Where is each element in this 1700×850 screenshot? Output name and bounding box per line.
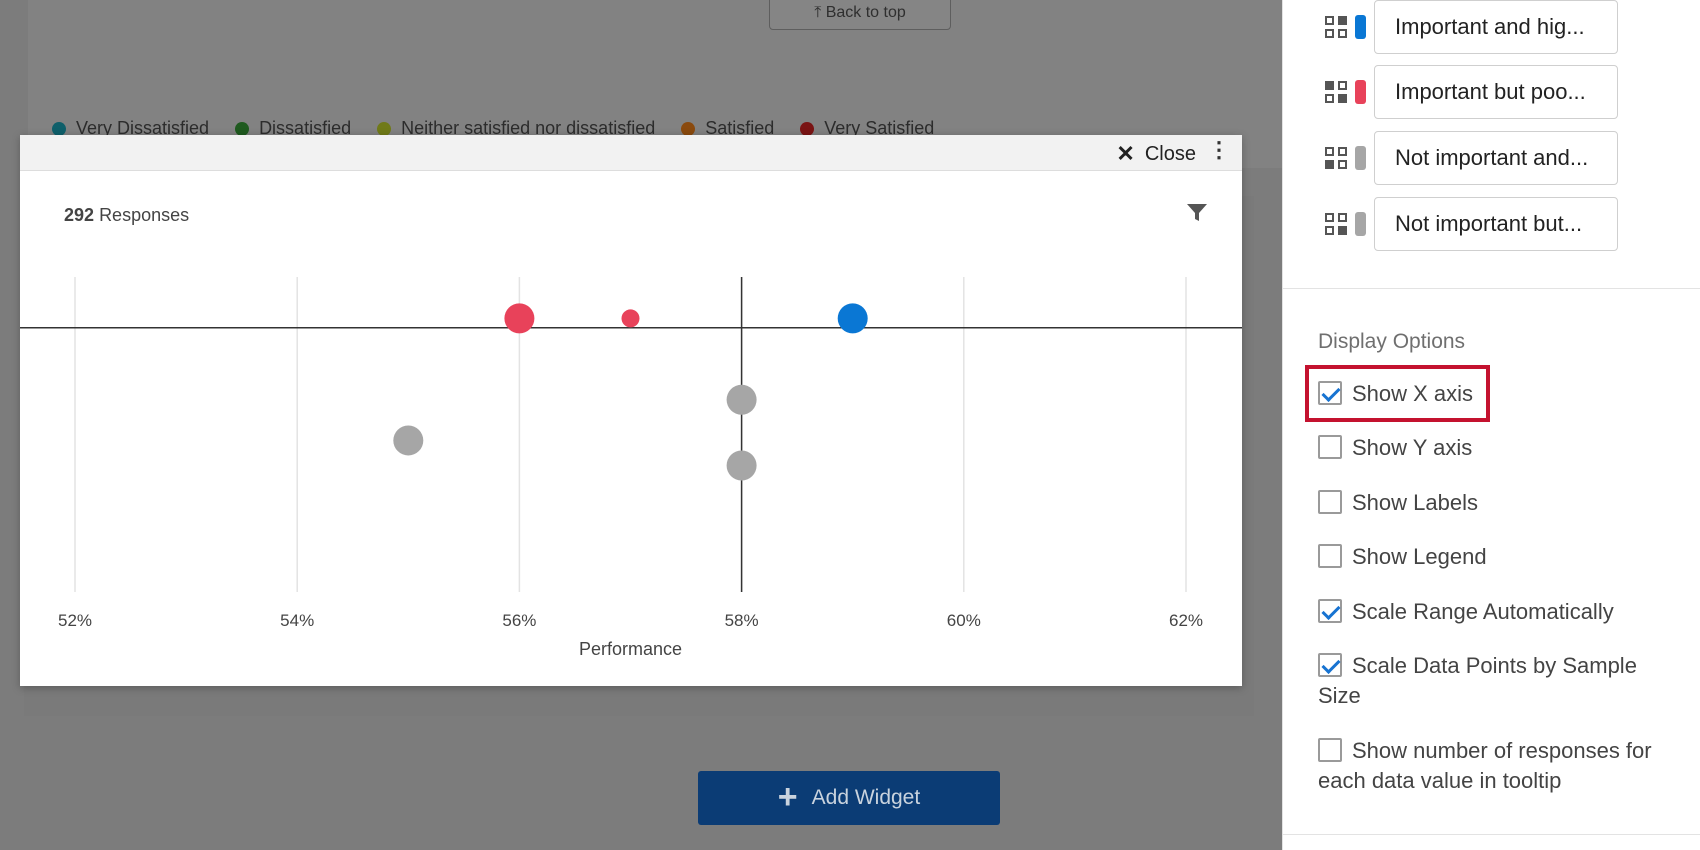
- segment-color-swatch[interactable]: [1355, 15, 1366, 39]
- segment-name-input[interactable]: Not important but...: [1374, 197, 1618, 251]
- checkbox-unchecked-icon[interactable]: [1318, 738, 1342, 762]
- legend-item: Very Dissatisfied: [52, 118, 209, 139]
- option-label: Show number of responses for each data v…: [1318, 738, 1652, 793]
- legend-label: Neither satisfied nor dissatisfied: [401, 118, 656, 138]
- segment-row: Important and hig...: [1325, 0, 1618, 54]
- close-label: Close: [1144, 142, 1196, 165]
- segment-name-input[interactable]: Not important and...: [1374, 131, 1618, 185]
- option-label: Scale Data Points by Sample Size: [1318, 653, 1637, 708]
- option-label: Scale Range Automatically: [1352, 599, 1614, 624]
- legend-dot-icon: [377, 121, 392, 136]
- segment-name-input[interactable]: Important and hig...: [1374, 0, 1618, 54]
- data-point: [504, 303, 535, 334]
- legend-dot-icon: [52, 121, 66, 136]
- legend-label: Dissatisfied: [259, 118, 352, 138]
- checkbox-checked-icon[interactable]: [1318, 381, 1342, 405]
- panel-bottom-divider: [1283, 834, 1700, 835]
- option-show-legend[interactable]: Show Legend: [1318, 542, 1678, 572]
- responses-label: Responses: [99, 205, 190, 225]
- add-widget-label: Add Widget: [811, 786, 921, 809]
- add-widget-button[interactable]: + Add Widget: [698, 771, 1000, 825]
- plus-icon: +: [777, 777, 798, 816]
- segment-name-input[interactable]: Important but poo...: [1374, 65, 1618, 119]
- drag-grid-icon[interactable]: [1325, 81, 1347, 103]
- legend-dot-icon: [681, 121, 696, 136]
- x-tick-label: 56%: [502, 611, 536, 630]
- segment-row: Not important but...: [1325, 197, 1618, 251]
- legend-item: Satisfied: [681, 118, 774, 139]
- legend-item: Neither satisfied nor dissatisfied: [377, 118, 655, 139]
- option-show-labels[interactable]: Show Labels: [1318, 488, 1678, 518]
- filter-icon[interactable]: [1186, 203, 1208, 228]
- data-point: [393, 425, 424, 456]
- option-scale-range[interactable]: Scale Range Automatically: [1318, 597, 1678, 627]
- legend-item: Dissatisfied: [235, 118, 351, 139]
- settings-panel: Important and hig... Important but poo..…: [1282, 0, 1700, 850]
- display-options-title: Display Options: [1318, 330, 1466, 353]
- option-show-responses-tooltip[interactable]: Show number of responses for each data v…: [1318, 736, 1678, 796]
- option-show-y-axis[interactable]: Show Y axis: [1318, 433, 1678, 463]
- option-show-x-axis[interactable]: Show X axis: [1318, 379, 1678, 409]
- more-options-icon[interactable]: ⋮: [1208, 137, 1230, 162]
- segment-color-swatch[interactable]: [1355, 212, 1366, 236]
- x-axis-label: Performance: [579, 639, 682, 659]
- legend-label: Satisfied: [705, 118, 775, 138]
- highlight-box: [1305, 365, 1490, 422]
- data-point: [837, 303, 868, 334]
- option-scale-data-points[interactable]: Scale Data Points by Sample Size: [1318, 651, 1678, 711]
- option-label: Show Labels: [1352, 490, 1478, 515]
- data-point: [726, 450, 757, 481]
- segment-row: Not important and...: [1325, 131, 1618, 185]
- panel-divider: [1283, 288, 1700, 289]
- scatter-chart: 52% 54% 56% 58% 60% 62% Performance: [20, 277, 1242, 659]
- checkbox-unchecked-icon[interactable]: [1318, 490, 1342, 514]
- legend-item: Very Satisfied: [800, 118, 934, 139]
- close-icon: ✕: [1116, 141, 1135, 166]
- responses-count: 292 Responses: [64, 205, 189, 226]
- legend-dot-icon: [235, 121, 250, 136]
- responses-number: 292: [64, 205, 95, 225]
- legend-label: Very Dissatisfied: [76, 118, 210, 138]
- expanded-widget-modal: ✕ Close ⋮ 292 Responses 52% 54% 56% 58% 60% 6…: [20, 135, 1242, 686]
- checkbox-unchecked-icon[interactable]: [1318, 435, 1342, 459]
- checkbox-checked-icon[interactable]: [1318, 599, 1342, 623]
- option-label: Show X axis: [1352, 381, 1474, 406]
- drag-grid-icon[interactable]: [1325, 213, 1347, 235]
- background-legend: Very Dissatisfied Dissatisfied Neither s…: [52, 118, 934, 139]
- checkbox-checked-icon[interactable]: [1318, 653, 1342, 677]
- segment-row: Important but poo...: [1325, 65, 1618, 119]
- x-tick-label: 58%: [725, 611, 759, 630]
- drag-grid-icon[interactable]: [1325, 16, 1347, 38]
- segment-color-swatch[interactable]: [1355, 146, 1366, 170]
- x-tick-label: 62%: [1169, 611, 1203, 630]
- x-tick-label: 52%: [58, 611, 92, 630]
- x-tick-label: 54%: [280, 611, 314, 630]
- legend-dot-icon: [800, 121, 815, 136]
- checkbox-unchecked-icon[interactable]: [1318, 544, 1342, 568]
- close-button[interactable]: ✕ Close: [1116, 141, 1196, 167]
- data-point: [726, 384, 757, 415]
- modal-header: ✕ Close ⋮: [20, 135, 1242, 171]
- legend-label: Very Satisfied: [824, 118, 935, 138]
- back-to-top-button[interactable]: ⤒ Back to top: [769, 0, 951, 30]
- x-tick-label: 60%: [947, 611, 981, 630]
- option-label: Show Legend: [1352, 544, 1487, 569]
- segment-color-swatch[interactable]: [1355, 80, 1366, 104]
- option-label: Show Y axis: [1352, 435, 1473, 460]
- drag-grid-icon[interactable]: [1325, 147, 1347, 169]
- data-point: [621, 309, 640, 328]
